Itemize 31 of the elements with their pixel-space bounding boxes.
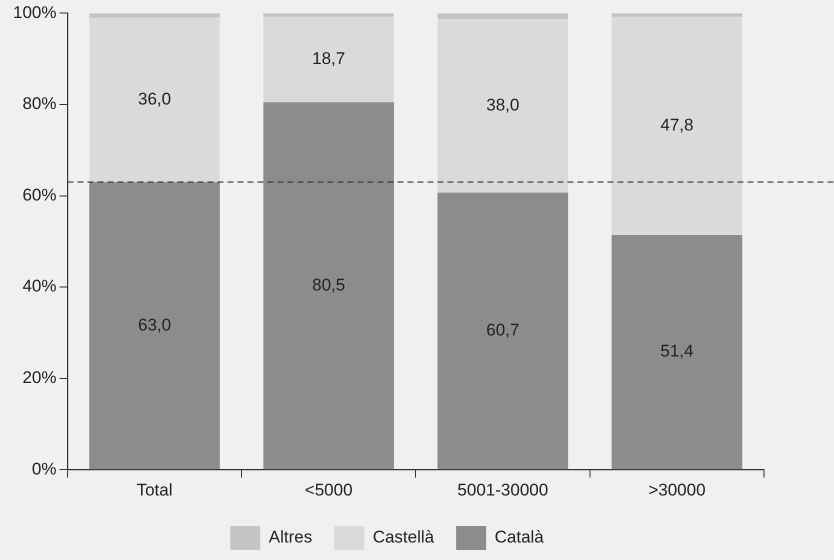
data-label: 36,0 [138, 90, 172, 109]
bar [438, 19, 568, 193]
data-label: 51,4 [660, 342, 694, 361]
bar [89, 13, 220, 18]
data-label: 80,5 [312, 275, 346, 294]
legend-label: Castellà [372, 528, 435, 547]
x-tick-label: >30000 [648, 480, 706, 500]
bar [612, 16, 742, 236]
data-label: 63,0 [138, 315, 172, 334]
bar [263, 102, 394, 470]
data-label: 38,0 [486, 96, 520, 115]
legend-label: Altres [268, 528, 312, 547]
y-tick-label: 40% [22, 276, 56, 296]
data-label: 47,8 [660, 116, 694, 135]
y-tick-label: 80% [22, 94, 56, 114]
x-tick-label: <5000 [304, 480, 353, 500]
y-tick-label: 0% [32, 459, 56, 478]
y-tick-label: 100% [12, 2, 56, 22]
bar [438, 13, 568, 20]
bar [263, 16, 394, 102]
data-label: 18,7 [312, 49, 346, 68]
bar [612, 235, 742, 470]
bar [89, 182, 220, 470]
legend-label: Català [494, 528, 544, 547]
bar [438, 192, 568, 470]
y-tick-label: 20% [22, 368, 56, 388]
bar [89, 18, 220, 182]
data-label: 60,7 [486, 320, 520, 340]
x-tick-label: Total [136, 480, 173, 500]
y-tick-label: 60% [22, 185, 56, 204]
x-tick-label: 5001-30000 [457, 480, 548, 500]
